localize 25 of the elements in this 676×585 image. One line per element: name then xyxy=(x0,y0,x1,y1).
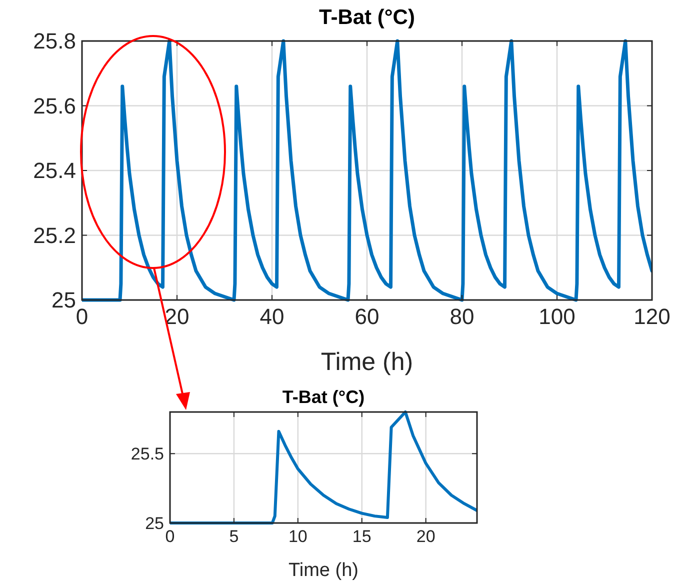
line-series xyxy=(170,410,477,524)
x-tick-label: 10 xyxy=(288,527,308,546)
x-axis-title: Time (h) xyxy=(288,560,359,581)
y-tick-label: 25 xyxy=(145,514,164,533)
x-tick-label: 5 xyxy=(229,527,239,546)
x-tick-label: 40 xyxy=(260,304,284,329)
x-tick-label: 15 xyxy=(352,527,372,546)
x-tick-label: 20 xyxy=(416,527,436,546)
y-tick-label: 25.4 xyxy=(33,158,76,184)
line-series xyxy=(82,39,652,302)
y-tick-label: 25.2 xyxy=(33,222,76,248)
x-tick-label: 20 xyxy=(164,304,190,329)
x-tick-label: 100 xyxy=(538,304,576,329)
x-tick-label: 120 xyxy=(634,304,670,329)
x-axis-title: Time (h) xyxy=(320,348,414,376)
x-tick-label: 80 xyxy=(450,304,474,329)
y-tick-label: 25 xyxy=(52,288,76,313)
chart-title: T-Bat (°C) xyxy=(319,6,415,29)
x-tick-label: 0 xyxy=(76,304,88,329)
y-tick-label: 25.6 xyxy=(33,93,76,118)
chart-title: T-Bat (°C) xyxy=(282,387,365,407)
y-tick-label: 25.5 xyxy=(130,444,164,464)
x-tick-label: 0 xyxy=(165,527,175,546)
x-tick-label: 60 xyxy=(354,304,380,329)
y-tick-label: 25.8 xyxy=(33,28,76,54)
